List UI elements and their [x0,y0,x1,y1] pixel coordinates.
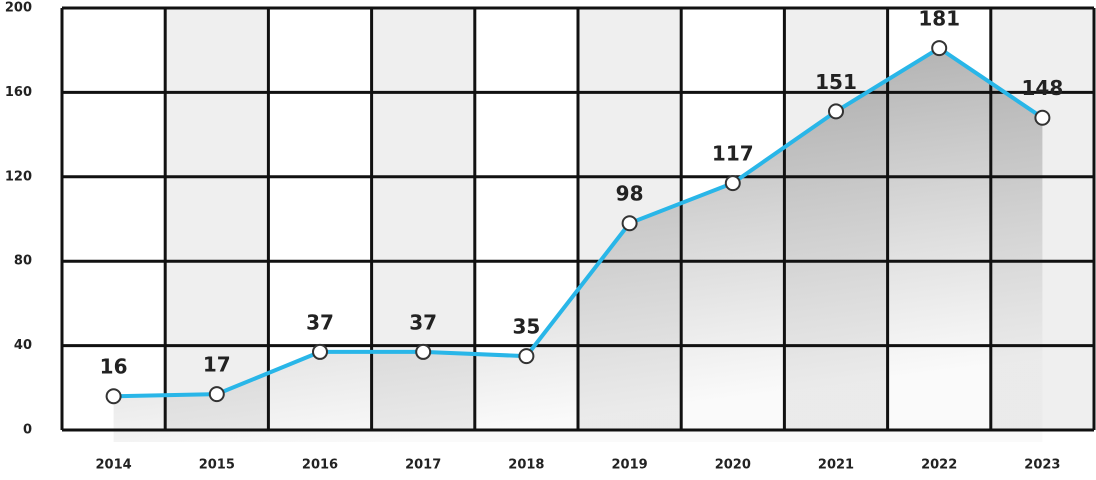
data-label: 98 [616,182,644,206]
data-label: 35 [512,315,540,339]
marker [105,388,122,405]
y-tick-label: 40 [14,338,32,353]
x-tick-label: 2019 [612,458,648,473]
data-label: 151 [815,70,857,94]
marker [931,40,948,57]
line [113,45,1044,399]
x-tick-label: 2023 [1024,458,1060,473]
marker [415,343,432,360]
column-band [62,8,166,430]
x-tick-label: 2014 [96,458,132,473]
x-tick-label: 2018 [508,458,544,473]
marker [208,386,225,403]
x-tick-label: 2021 [818,458,854,473]
marker [312,343,328,360]
area [113,48,1043,443]
x-tick-label: 2015 [199,458,235,473]
marker [518,348,535,365]
data-label: 181 [918,7,960,31]
data-label: 37 [409,310,437,334]
data-label: 117 [712,142,754,166]
data-label: 37 [306,310,334,334]
y-tick-label: 0 [23,423,32,438]
x-tick-label: 2022 [921,458,957,473]
data-label: 17 [203,353,231,377]
y-tick-label: 80 [14,254,32,269]
y-tick-label: 200 [5,1,32,16]
y-tick-label: 120 [5,169,32,184]
column-band [165,8,269,430]
x-tick-label: 2016 [302,458,338,473]
marker [621,215,638,232]
y-tick-label: 160 [5,85,32,100]
x-tick-label: 2020 [715,458,751,473]
data-label: 148 [1022,76,1064,100]
marker [828,103,844,120]
marker [1034,109,1051,126]
marker [724,175,741,192]
data-label: 16 [100,355,128,379]
x-tick-label: 2017 [405,458,441,473]
